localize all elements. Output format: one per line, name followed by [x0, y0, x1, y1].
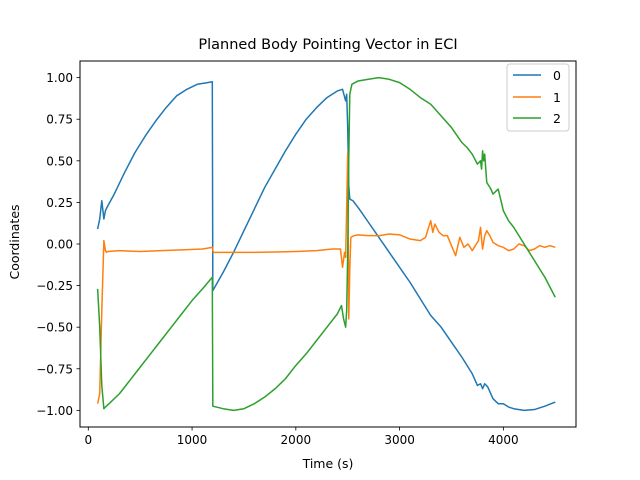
x-tick-label: 1000 — [177, 433, 208, 447]
x-tick-label: 0 — [84, 433, 92, 447]
x-axis-label: Time (s) — [302, 456, 354, 471]
x-tick-label: 4000 — [488, 433, 519, 447]
y-tick-label: 0.50 — [46, 154, 73, 168]
legend-label-series-2: 2 — [553, 111, 561, 126]
y-axis-ticks: −1.00 −0.75 −0.50 −0.25 0.00 0.25 0.50 0.75 1.00 — [36, 71, 80, 418]
legend-label-series-0: 0 — [553, 68, 561, 83]
series-line-1 — [96, 151, 556, 404]
x-axis-ticks: 0 1000 2000 3000 4000 — [84, 427, 519, 447]
x-tick-label: 2000 — [281, 433, 312, 447]
y-tick-label: −1.00 — [36, 404, 73, 418]
chart-title: Planned Body Pointing Vector in ECI — [198, 37, 457, 53]
y-tick-label: −0.50 — [36, 321, 73, 335]
y-axis-label: Coordinates — [7, 204, 22, 279]
axes-background — [80, 61, 576, 427]
legend: 0 1 2 — [506, 63, 570, 132]
series-line-2 — [96, 76, 556, 412]
y-tick-label: 0.75 — [46, 113, 73, 127]
series-line-0 — [96, 81, 556, 412]
x-tick-label: 3000 — [384, 433, 415, 447]
series-layer — [96, 76, 556, 412]
y-tick-label: −0.25 — [36, 279, 73, 293]
y-tick-label: 0.25 — [46, 196, 73, 210]
y-tick-label: −0.75 — [36, 362, 73, 376]
y-tick-label: 0.00 — [46, 238, 73, 252]
legend-label-series-1: 1 — [553, 90, 561, 105]
plot-area — [79, 60, 577, 428]
y-tick-label: 1.00 — [46, 71, 73, 85]
